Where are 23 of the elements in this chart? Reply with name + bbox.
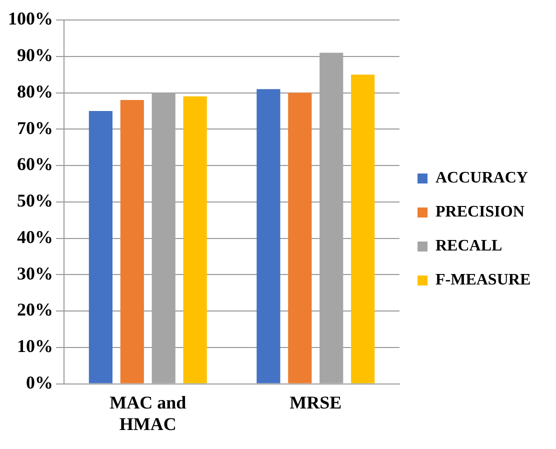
legend-label: F-MEASURE	[436, 272, 531, 289]
bar	[88, 110, 112, 384]
bar	[120, 100, 144, 384]
bar	[183, 96, 207, 384]
y-tick-label: 20%	[17, 300, 53, 320]
legend-label: PRECISION	[436, 204, 525, 221]
bar	[256, 89, 280, 384]
y-tick-label: 30%	[17, 263, 53, 284]
bar	[288, 92, 312, 384]
y-tick-label: 80%	[17, 81, 53, 102]
y-tick-label: 40%	[17, 226, 53, 247]
legend-label: ACCURACY	[436, 170, 528, 187]
y-tick-label: 50%	[17, 190, 53, 211]
y-tick-label: 10%	[17, 336, 53, 356]
y-tick-label: 60%	[17, 154, 53, 174]
y-tick-label: 90%	[17, 45, 53, 66]
legend-label: RECALL	[436, 238, 502, 255]
y-tick-label: 70%	[17, 118, 53, 138]
x-tick-label: MAC and HMAC	[110, 392, 186, 434]
y-tick-label: 100%	[8, 8, 53, 29]
bar	[351, 74, 375, 384]
x-tick-label: MRSE	[290, 392, 342, 412]
y-tick-label: 0%	[26, 372, 53, 392]
